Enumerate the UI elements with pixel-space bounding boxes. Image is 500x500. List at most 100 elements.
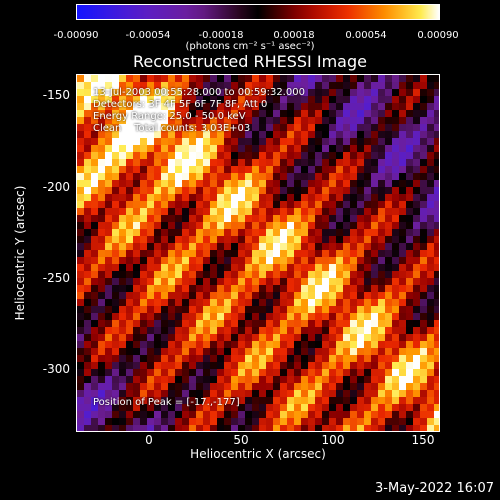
image-pixel xyxy=(266,397,273,404)
image-pixel xyxy=(378,124,385,131)
image-pixel xyxy=(210,250,217,257)
image-pixel xyxy=(392,187,399,194)
image-pixel xyxy=(350,173,357,180)
image-pixel xyxy=(294,194,301,201)
image-pixel xyxy=(406,264,413,271)
image-pixel xyxy=(329,376,336,383)
image-pixel xyxy=(224,138,231,145)
image-pixel xyxy=(182,306,189,313)
image-pixel xyxy=(336,327,343,334)
image-pixel xyxy=(224,418,231,425)
image-pixel xyxy=(322,173,329,180)
image-pixel xyxy=(133,369,140,376)
image-pixel xyxy=(91,355,98,362)
image-pixel xyxy=(378,159,385,166)
image-pixel xyxy=(105,159,112,166)
image-pixel xyxy=(238,320,245,327)
image-pixel xyxy=(266,75,273,82)
image-pixel xyxy=(413,243,420,250)
image-pixel xyxy=(140,222,147,229)
image-pixel xyxy=(147,411,154,418)
image-pixel xyxy=(399,152,406,159)
image-pixel xyxy=(420,89,427,96)
image-pixel xyxy=(245,369,252,376)
image-pixel xyxy=(371,250,378,257)
image-pixel xyxy=(287,201,294,208)
image-pixel xyxy=(287,236,294,243)
image-pixel xyxy=(252,82,259,89)
image-pixel xyxy=(385,152,392,159)
image-pixel xyxy=(245,390,252,397)
image-pixel xyxy=(273,145,280,152)
image-pixel xyxy=(329,334,336,341)
image-pixel xyxy=(238,341,245,348)
image-pixel xyxy=(266,299,273,306)
image-pixel xyxy=(378,285,385,292)
image-pixel xyxy=(392,75,399,82)
image-pixel xyxy=(112,229,119,236)
image-pixel xyxy=(140,418,147,425)
image-pixel xyxy=(413,103,420,110)
image-pixel xyxy=(434,341,439,348)
image-pixel xyxy=(168,348,175,355)
image-pixel xyxy=(343,425,350,431)
image-pixel xyxy=(406,278,413,285)
image-pixel xyxy=(413,236,420,243)
image-pixel xyxy=(371,425,378,431)
image-pixel xyxy=(217,362,224,369)
image-pixel xyxy=(84,411,91,418)
image-pixel xyxy=(217,82,224,89)
image-pixel xyxy=(126,124,133,131)
image-pixel xyxy=(259,320,266,327)
image-pixel xyxy=(406,292,413,299)
image-pixel xyxy=(343,145,350,152)
image-pixel xyxy=(266,187,273,194)
image-pixel xyxy=(154,299,161,306)
image-pixel xyxy=(133,355,140,362)
image-pixel xyxy=(119,425,126,431)
image-pixel xyxy=(301,334,308,341)
image-pixel xyxy=(364,397,371,404)
image-pixel xyxy=(231,117,238,124)
image-pixel xyxy=(84,404,91,411)
image-pixel xyxy=(252,173,259,180)
image-pixel xyxy=(210,131,217,138)
image-pixel xyxy=(119,138,126,145)
image-pixel xyxy=(154,103,161,110)
image-pixel xyxy=(273,194,280,201)
image-pixel xyxy=(84,376,91,383)
image-pixel xyxy=(322,341,329,348)
image-pixel xyxy=(308,292,315,299)
image-pixel xyxy=(168,390,175,397)
image-pixel xyxy=(329,425,336,431)
image-pixel xyxy=(203,110,210,117)
image-pixel xyxy=(350,187,357,194)
y-tick-label: -150 xyxy=(42,88,70,102)
image-pixel xyxy=(301,369,308,376)
image-pixel xyxy=(77,187,84,194)
image-pixel xyxy=(231,89,238,96)
image-pixel xyxy=(77,341,84,348)
image-pixel xyxy=(189,243,196,250)
image-pixel xyxy=(315,362,322,369)
image-pixel xyxy=(231,124,238,131)
image-pixel xyxy=(315,271,322,278)
image-pixel xyxy=(399,271,406,278)
image-pixel xyxy=(203,369,210,376)
image-pixel xyxy=(238,327,245,334)
image-pixel xyxy=(336,341,343,348)
image-pixel xyxy=(378,243,385,250)
image-pixel xyxy=(126,278,133,285)
image-pixel xyxy=(105,285,112,292)
image-pixel xyxy=(224,383,231,390)
image-pixel xyxy=(168,355,175,362)
image-pixel xyxy=(126,103,133,110)
image-pixel xyxy=(406,180,413,187)
image-pixel xyxy=(357,194,364,201)
image-pixel xyxy=(406,173,413,180)
image-pixel xyxy=(420,397,427,404)
image-pixel xyxy=(91,411,98,418)
image-pixel xyxy=(336,299,343,306)
image-pixel xyxy=(140,355,147,362)
image-pixel xyxy=(252,362,259,369)
